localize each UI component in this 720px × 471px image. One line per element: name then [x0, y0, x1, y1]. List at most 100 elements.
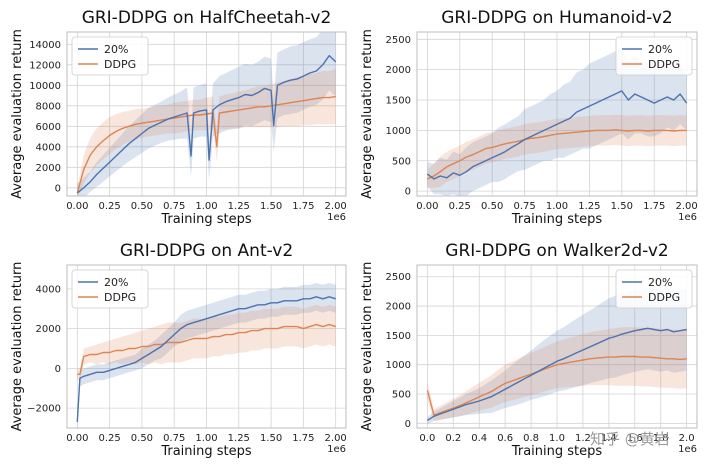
x-tick-label: 2.00 [325, 433, 347, 444]
y-tick-label: 2000 [386, 302, 411, 313]
x-tick-label: 1.75 [643, 201, 665, 212]
series-line-b [427, 129, 687, 180]
series-line-b [77, 323, 336, 375]
x-tick-label: 0.00 [416, 201, 438, 212]
confidence-band-b [427, 327, 687, 421]
y-tick-label: 0 [405, 419, 411, 430]
x-axis-multiplier: 1e6 [327, 212, 346, 223]
series-line-a [426, 90, 688, 180]
x-tick-label: 0.25 [98, 201, 120, 212]
plot-frame [416, 264, 698, 429]
confidence-band-a [427, 48, 687, 196]
y-axis-label: Average evaluation return [10, 29, 25, 199]
y-tick-label: 0 [405, 187, 411, 198]
x-tick-label: 1.00 [195, 433, 217, 444]
x-tick-label: 0.6 [497, 433, 513, 444]
y-tick-label: 2000 [386, 65, 411, 76]
x-tick-label: 1.25 [228, 433, 250, 444]
x-tick-label: 2.0 [679, 433, 695, 444]
x-axis-label: Training steps [511, 444, 603, 459]
series-line-b [76, 95, 336, 194]
chart-panel-1: 0.00 0.25 0.50 0.75 1.00 1.25 1.50 1.75 2.00 0 200… [10, 8, 347, 227]
x-tick-label: 0.50 [131, 201, 153, 212]
legend: 20% DDPG [71, 269, 149, 309]
x-tick-label: 1.4 [601, 433, 617, 444]
chart-title: GRI-DDPG on HalfCheetah-v2 [82, 8, 332, 28]
y-tick-label: 1500 [386, 331, 411, 342]
x-axis-multiplier: 1e6 [327, 444, 346, 455]
x-tick-label: 0.00 [66, 201, 88, 212]
x-tick-label: 1.75 [292, 433, 314, 444]
x-tick-label: 0.4 [471, 433, 487, 444]
x-tick-label: 0.75 [513, 201, 535, 212]
x-tick-label: 0.75 [163, 433, 185, 444]
x-tick-label: 0.00 [66, 433, 88, 444]
legend-entry: 20% [104, 43, 128, 56]
y-tick-label: 500 [392, 156, 411, 167]
series-line-b [426, 355, 687, 416]
chart-panel-2: 0.00 0.25 0.50 0.75 1.00 1.25 1.50 1.75 2.00 0 500… [360, 8, 698, 227]
y-tick-label: 2500 [386, 35, 411, 46]
legend-box [71, 269, 149, 309]
y-tick-label: 6000 [36, 122, 61, 133]
x-tick-label: 1.00 [546, 201, 568, 212]
series-line-a [76, 54, 337, 194]
x-axis-label: Training steps [160, 212, 252, 227]
confidence-band-b [77, 304, 336, 381]
y-tick-label: 500 [392, 389, 411, 400]
x-tick-label: 2.00 [325, 201, 347, 212]
x-tick-label: 0.50 [131, 433, 153, 444]
y-tick-label: 10000 [29, 81, 61, 92]
legend-entry: 20% [648, 276, 672, 289]
legend-entry: DDPG [104, 58, 136, 71]
y-axis-label: Average evaluation return [10, 262, 25, 432]
plot-frame [66, 31, 347, 197]
x-tick-label: 0.25 [98, 433, 120, 444]
x-axis-multiplier: 1e6 [678, 444, 697, 455]
x-axis-label: Training steps [160, 444, 252, 459]
series-line-a [427, 327, 687, 421]
y-tick-label: 12000 [29, 60, 61, 71]
y-tick-label: 1000 [386, 126, 411, 137]
y-axis-label: Average evaluation return [360, 29, 375, 199]
x-tick-label: 1.8 [653, 433, 669, 444]
legend-entry: DDPG [104, 291, 136, 304]
legend-box [71, 36, 149, 76]
x-tick-label: 0.2 [445, 433, 461, 444]
chart-title: GRI-DDPG on Walker2d-v2 [445, 241, 668, 261]
x-tick-label: 0.75 [163, 201, 185, 212]
chart-panel-4: 0.0 0.2 0.4 0.6 0.8 1.0 1.2 1.4 1.6 1.8 2.0 0 500 100… [360, 241, 698, 459]
y-tick-label: 2000 [36, 163, 61, 174]
confidence-band-a [77, 282, 336, 428]
x-tick-label: 1.6 [627, 433, 643, 444]
confidence-band-a [427, 287, 687, 424]
y-tick-label: 4000 [36, 142, 61, 153]
series-line-a [76, 296, 336, 423]
legend-entry: 20% [648, 43, 672, 56]
legend: 20% DDPG [615, 269, 693, 309]
x-tick-label: 1.0 [549, 433, 565, 444]
confidence-band-b [427, 114, 687, 189]
y-tick-label: 1500 [386, 96, 411, 107]
y-tick-label: 8000 [36, 101, 61, 112]
y-tick-label: 14000 [29, 40, 61, 51]
confidence-band-b [77, 68, 336, 196]
y-axis-label: Average evaluation return [360, 262, 375, 432]
legend-entry: DDPG [648, 58, 680, 71]
y-tick-label: 1000 [386, 360, 411, 371]
y-tick-label: −2000 [27, 404, 61, 415]
x-tick-label: 1.2 [575, 433, 591, 444]
legend-entry: 20% [104, 276, 128, 289]
legend: 20% DDPG [615, 36, 693, 76]
chart-panel-3: 0.00 0.25 0.50 0.75 1.00 1.25 1.50 1.75 2.00 −200… [10, 241, 347, 459]
plot-frame [416, 31, 698, 197]
x-tick-label: 0.50 [481, 201, 503, 212]
x-tick-label: 0.8 [523, 433, 539, 444]
x-tick-label: 1.50 [260, 201, 282, 212]
x-axis-label: Training steps [511, 212, 603, 227]
x-tick-label: 1.50 [260, 433, 282, 444]
plot-frame [66, 264, 347, 429]
chart-title: GRI-DDPG on Humanoid-v2 [441, 8, 673, 28]
x-tick-label: 1.00 [195, 201, 217, 212]
